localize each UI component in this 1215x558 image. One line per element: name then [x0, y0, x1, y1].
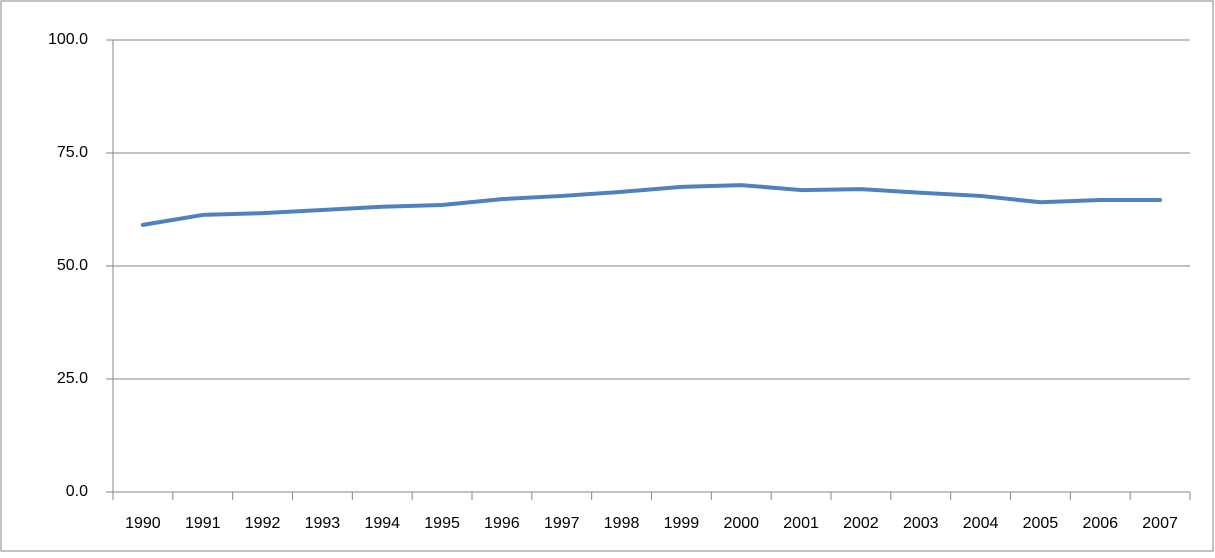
y-tick-label: 75.0 — [57, 144, 88, 161]
x-tick-label: 2004 — [963, 515, 999, 532]
x-tick-label: 2002 — [843, 515, 879, 532]
x-tick-label: 1991 — [185, 515, 221, 532]
x-tick-label: 2007 — [1142, 515, 1178, 532]
x-tick-label: 2000 — [723, 515, 759, 532]
x-tick-label: 2001 — [783, 515, 819, 532]
x-tick-label: 1995 — [424, 515, 460, 532]
x-tick-label: 2003 — [903, 515, 939, 532]
x-tick-label: 1994 — [364, 515, 400, 532]
x-tick-label: 1992 — [245, 515, 281, 532]
x-tick-label: 1993 — [305, 515, 341, 532]
x-tick-label: 2005 — [1023, 515, 1059, 532]
y-tick-label: 100.0 — [48, 31, 88, 48]
x-tick-label: 1997 — [544, 515, 580, 532]
y-tick-label: 50.0 — [57, 257, 88, 274]
x-tick-label: 2006 — [1082, 515, 1118, 532]
y-tick-label: 25.0 — [57, 370, 88, 387]
x-tick-label: 1996 — [484, 515, 520, 532]
data-line — [140, 183, 1163, 227]
y-tick-label: 0.0 — [66, 483, 88, 500]
x-tick-label: 1990 — [125, 515, 161, 532]
x-tick-label: 1998 — [604, 515, 640, 532]
x-tick-label: 1999 — [664, 515, 700, 532]
